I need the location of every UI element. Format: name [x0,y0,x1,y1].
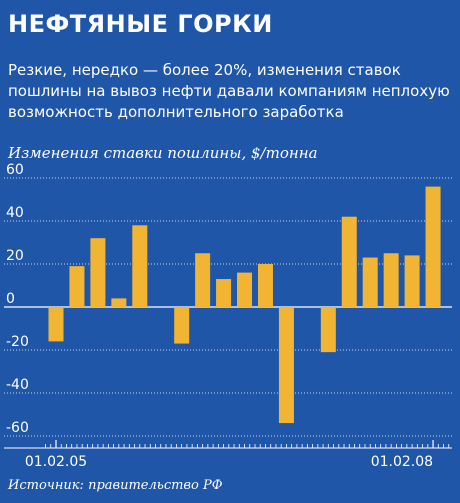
bar [174,307,190,344]
bar [111,298,127,307]
bar [237,272,253,307]
bar [362,257,378,307]
bar [425,186,441,307]
y-tick-label: -40 [6,377,29,393]
x-tick-label: 01.02.05 [25,454,87,470]
x-tick-label: 01.02.08 [371,454,433,470]
bar [383,253,399,307]
bar [341,216,357,307]
y-tick-labels: 60 40 20 0 -20 -40 -60 [6,162,29,436]
bar [320,307,336,353]
bar [195,253,211,307]
y-tick-label: 0 [6,291,15,307]
bar [257,264,273,307]
bars [48,186,441,424]
bar [216,279,232,307]
axis-caption: Изменения ставки пошлины, $/тонна [8,144,318,162]
source-note: Источник: правительство РФ [8,478,223,493]
y-tick-label: -60 [6,420,29,436]
y-tick-label: -20 [6,334,29,350]
y-tick-label: 20 [6,248,24,264]
bar [404,255,420,307]
chart-subtitle: Резкие, нередко — более 20%, изменения с… [8,61,450,121]
y-tick-label: 40 [6,205,24,221]
y-tick-label: 60 [6,162,24,178]
bar [48,307,64,342]
bar [90,238,106,307]
chart-headline: НЕФТЯНЫЕ ГОРКИ [8,10,273,38]
bar [278,307,294,424]
x-axis: 01.02.05 01.02.08 [4,440,452,470]
bar [132,225,148,307]
bar [69,266,85,307]
